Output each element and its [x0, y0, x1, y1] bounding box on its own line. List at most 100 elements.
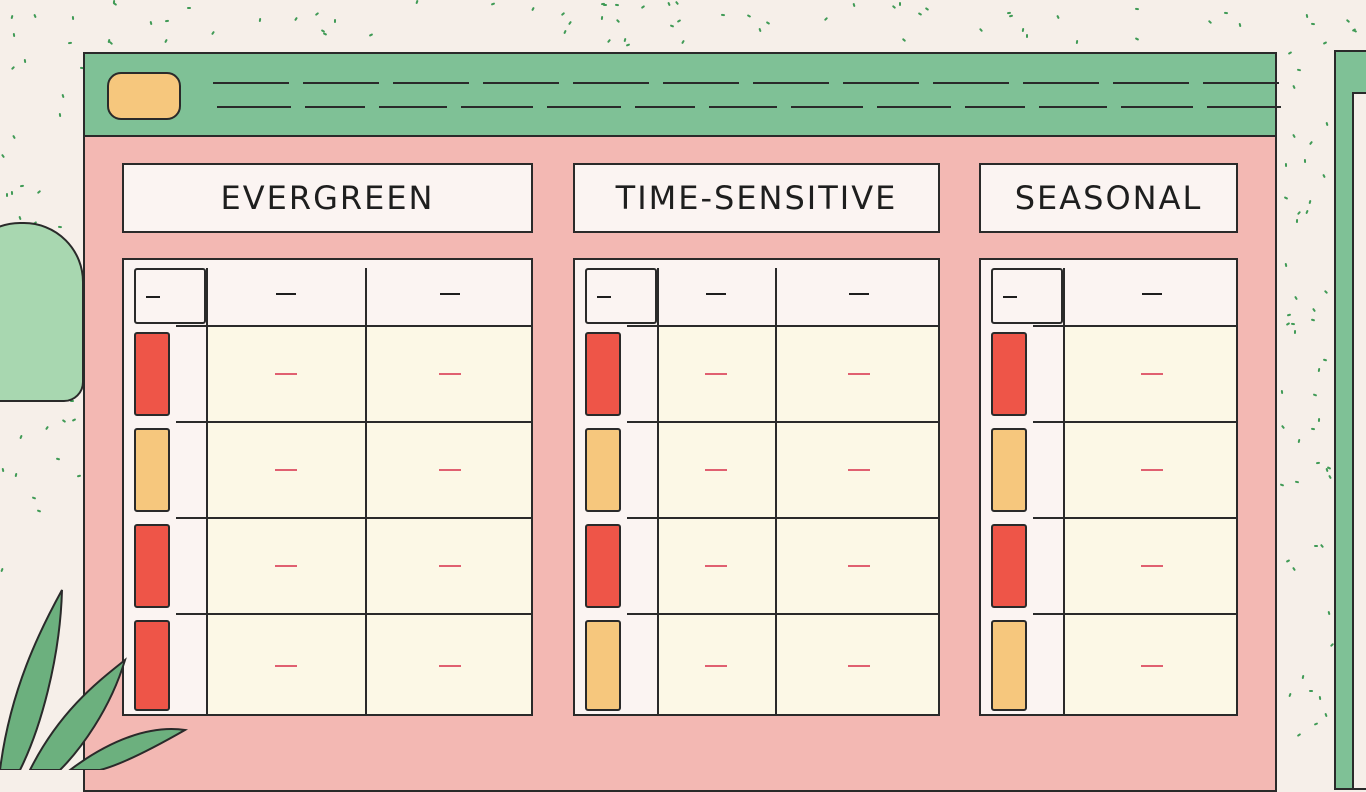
- status-red-bar[interactable]: [585, 524, 621, 608]
- speckle: [68, 42, 73, 45]
- cell-placeholder[interactable]: [847, 565, 870, 567]
- cell-placeholder[interactable]: [705, 373, 727, 375]
- dash: [393, 82, 469, 84]
- row-divider: [1033, 421, 1236, 423]
- speckle: [10, 65, 15, 70]
- speckle: [1328, 475, 1332, 480]
- header-placeholder: [440, 293, 460, 295]
- speckle: [1316, 461, 1321, 465]
- cell-placeholder[interactable]: [1140, 664, 1163, 667]
- speckle: [1304, 209, 1309, 215]
- speckle: [149, 20, 153, 25]
- status-red-bar[interactable]: [134, 524, 170, 608]
- cell-placeholder[interactable]: [274, 469, 297, 471]
- cell-placeholder[interactable]: [274, 373, 297, 375]
- speckle: [1293, 295, 1298, 301]
- status-red-bar[interactable]: [991, 332, 1027, 416]
- speckle: [45, 425, 50, 431]
- cell-placeholder[interactable]: [274, 664, 297, 667]
- cell-placeholder[interactable]: [439, 565, 461, 567]
- column-title[interactable]: TIME-SENSITIVE: [573, 163, 940, 233]
- dash: [791, 106, 863, 108]
- speckle: [1321, 173, 1326, 179]
- status-red-bar[interactable]: [134, 332, 170, 416]
- column-title[interactable]: SEASONAL: [979, 163, 1238, 233]
- cell-placeholder[interactable]: [847, 664, 870, 667]
- speckle: [314, 12, 319, 17]
- header-cell: [585, 268, 657, 324]
- cell-placeholder[interactable]: [847, 373, 870, 375]
- cell-placeholder[interactable]: [705, 469, 727, 471]
- speckle: [1286, 313, 1292, 317]
- window-button[interactable]: [107, 72, 181, 120]
- speckle: [1308, 199, 1312, 204]
- speckle: [415, 0, 419, 5]
- table-body: [657, 327, 938, 714]
- status-yellow-bar[interactable]: [991, 428, 1027, 512]
- status-red-bar[interactable]: [585, 332, 621, 416]
- row-divider: [627, 421, 938, 423]
- dash: [461, 106, 533, 108]
- speckle: [108, 40, 113, 45]
- column-table: [122, 258, 533, 716]
- speckle: [1296, 68, 1301, 72]
- speckle: [720, 14, 725, 17]
- speckle: [640, 4, 645, 9]
- speckle: [490, 2, 496, 7]
- table-body: [206, 327, 531, 714]
- cell-placeholder[interactable]: [439, 664, 461, 667]
- speckle: [1285, 322, 1291, 327]
- speckle: [1134, 37, 1140, 41]
- speckle: [5, 192, 8, 197]
- speckle: [615, 18, 620, 23]
- column-title[interactable]: EVERGREEN: [122, 163, 533, 233]
- speckle: [560, 11, 566, 16]
- speckle: [1346, 18, 1351, 24]
- cell-placeholder[interactable]: [1140, 373, 1163, 375]
- speckle: [674, 1, 679, 6]
- speckle: [1327, 610, 1331, 616]
- speckle: [72, 418, 77, 422]
- speckle: [259, 17, 262, 22]
- speckle: [37, 189, 42, 194]
- window-header: [85, 54, 1281, 137]
- speckle: [1279, 483, 1285, 487]
- status-yellow-bar[interactable]: [585, 620, 621, 711]
- cell-placeholder[interactable]: [439, 373, 461, 375]
- speckle: [1305, 13, 1309, 18]
- divider: [657, 268, 659, 714]
- speckle: [758, 28, 762, 33]
- dash: [1113, 82, 1189, 84]
- status-yellow-bar[interactable]: [585, 428, 621, 512]
- speckle: [77, 474, 82, 478]
- dash: [213, 82, 289, 84]
- cell-placeholder[interactable]: [274, 565, 297, 567]
- speckle: [112, 2, 118, 7]
- speckle: [12, 32, 15, 38]
- speckle: [1310, 427, 1315, 431]
- cell-placeholder[interactable]: [705, 664, 727, 667]
- cell-placeholder[interactable]: [847, 469, 870, 471]
- status-red-bar[interactable]: [991, 524, 1027, 608]
- speckle: [979, 27, 984, 32]
- status-red-bar[interactable]: [134, 620, 170, 711]
- cell-placeholder[interactable]: [1140, 469, 1163, 471]
- speckle: [58, 112, 62, 117]
- speckle: [1324, 712, 1328, 717]
- speckle: [681, 39, 686, 45]
- speckle: [60, 93, 65, 98]
- speckle: [1292, 84, 1296, 89]
- cell-placeholder[interactable]: [1140, 565, 1163, 567]
- speckle: [18, 215, 22, 220]
- speckle: [1, 153, 6, 159]
- status-yellow-bar[interactable]: [134, 428, 170, 512]
- status-yellow-bar[interactable]: [991, 620, 1027, 711]
- speckle: [1322, 358, 1328, 362]
- cell-placeholder[interactable]: [439, 469, 461, 471]
- row-divider: [176, 613, 531, 615]
- speckle: [1281, 424, 1286, 429]
- cell-placeholder[interactable]: [705, 565, 727, 567]
- speckle: [1055, 14, 1060, 20]
- speckle: [62, 419, 67, 424]
- header-placeholder: [1003, 296, 1017, 298]
